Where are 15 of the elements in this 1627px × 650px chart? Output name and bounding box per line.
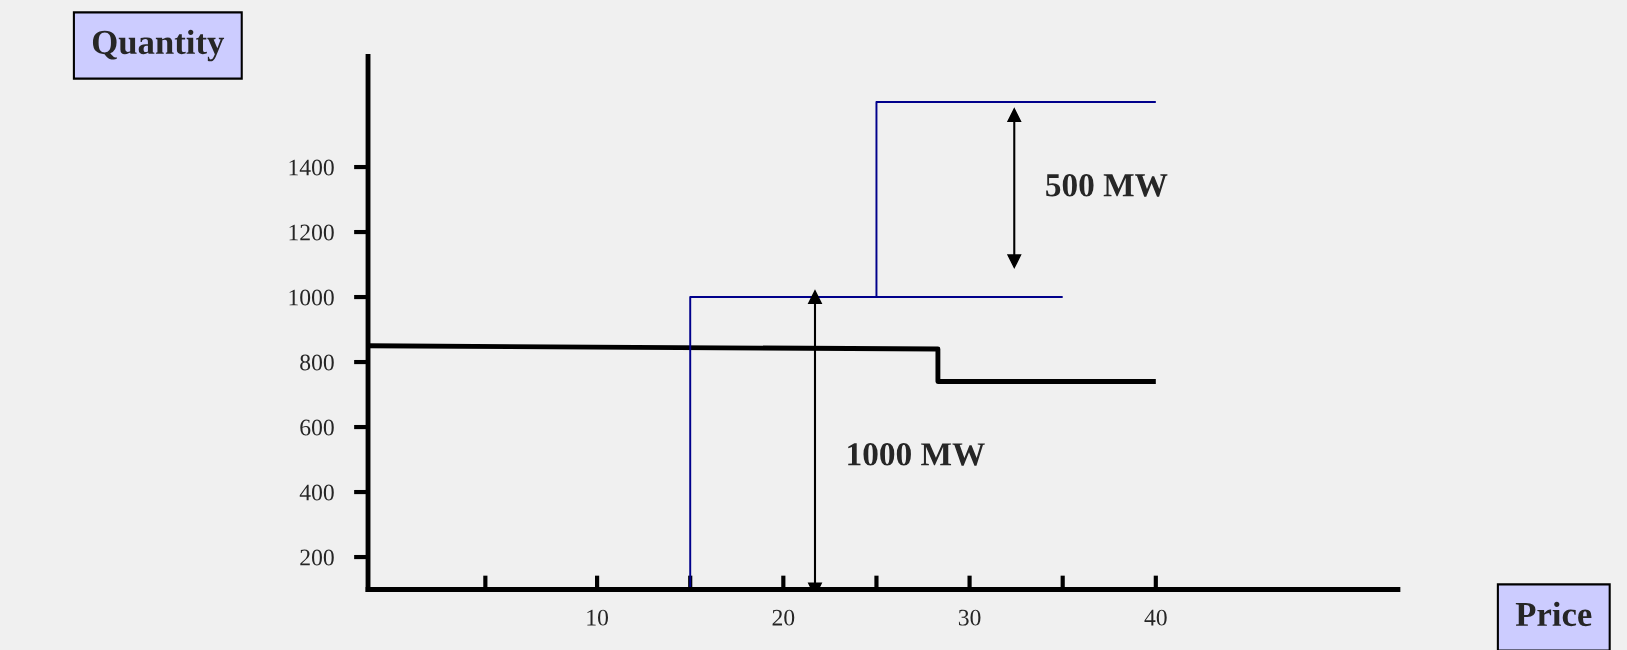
y-tick-label: 800	[300, 354, 334, 371]
x-tick-label: 30	[958, 609, 981, 626]
annotation: 1000 MW	[848, 443, 985, 466]
y-tick-label: 1400	[289, 159, 334, 176]
y-tick-label: 600	[300, 419, 334, 436]
y-tick-label: 1200	[289, 224, 334, 241]
x-tick-label: 20	[772, 609, 795, 626]
y-tick-label: 1000	[289, 289, 334, 306]
y-axis-title: Quantity	[92, 29, 225, 62]
x-axis-title: Price	[1515, 601, 1592, 627]
annotation: 500 MW	[1046, 174, 1168, 197]
x-tick-label: 10	[587, 609, 608, 626]
y-tick-label: 200	[300, 549, 334, 566]
x-tick-label: 40	[1144, 609, 1167, 626]
y-tick-label: 400	[299, 484, 334, 501]
